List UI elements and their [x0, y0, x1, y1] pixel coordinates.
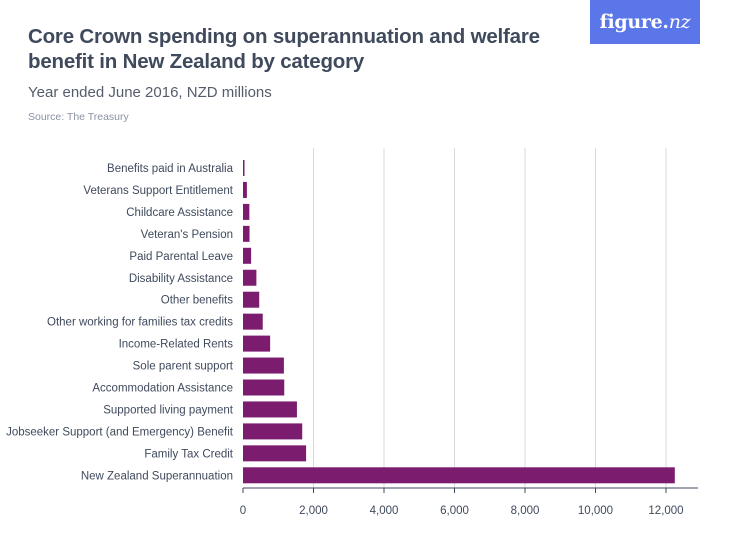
bar: [243, 247, 252, 264]
bar: [243, 401, 297, 418]
bar: [243, 225, 250, 242]
category-label: Income-Related Rents: [119, 339, 234, 351]
bar: [243, 335, 271, 352]
bar: [243, 181, 247, 198]
category-label: Paid Parental Leave: [129, 251, 233, 263]
category-label: Family Tax Credit: [144, 448, 233, 460]
bar: [243, 313, 263, 330]
category-label: Other working for families tax credits: [47, 317, 233, 329]
logo-main-text: figure.: [599, 11, 669, 33]
category-label: Jobseeker Support (and Emergency) Benefi…: [6, 426, 234, 438]
bar: [243, 467, 675, 484]
source-note: Source: The Treasury: [28, 111, 129, 123]
x-tick-label: 12,000: [648, 505, 683, 517]
logo-suffix-text: nz: [668, 11, 691, 33]
bar: [243, 445, 307, 462]
category-label: Accommodation Assistance: [92, 383, 233, 395]
x-tick-label: 8,000: [511, 505, 540, 517]
category-label: Veterans Support Entitlement: [83, 185, 233, 197]
category-label: Disability Assistance: [129, 273, 233, 285]
bar: [243, 423, 303, 440]
category-label: Childcare Assistance: [126, 207, 233, 219]
x-tick-label: 4,000: [370, 505, 399, 517]
bar: [243, 357, 284, 374]
chart-header: Core Crown spending on superannuation an…: [28, 24, 588, 123]
x-tick-label: 2,000: [299, 505, 328, 517]
category-label: Benefits paid in Australia: [107, 163, 234, 175]
bar: [243, 160, 245, 176]
category-label: Other benefits: [161, 295, 233, 307]
category-label: Veteran's Pension: [141, 229, 233, 241]
bar: [243, 379, 285, 396]
bar: [243, 269, 257, 286]
category-label: Supported living payment: [103, 404, 234, 416]
bar: [243, 291, 260, 308]
bar: [243, 203, 250, 220]
x-tick-label: 6,000: [440, 505, 469, 517]
category-label: New Zealand Superannuation: [81, 470, 233, 482]
chart-subtitle: Year ended June 2016, NZD millions: [28, 84, 272, 101]
category-label: Sole parent support: [133, 361, 234, 373]
figure-nz-logo[interactable]: figure. nz: [590, 0, 700, 44]
x-tick-label: 10,000: [578, 505, 613, 517]
chart-title: Core Crown spending on superannuation an…: [28, 25, 540, 73]
x-tick-label: 0: [240, 505, 246, 517]
